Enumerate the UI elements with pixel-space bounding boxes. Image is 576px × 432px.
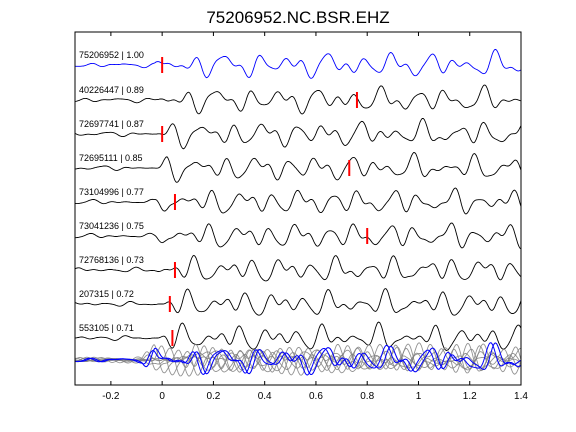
trace-waveform xyxy=(74,48,522,79)
trace-waveform xyxy=(74,321,522,351)
x-tick-label: 1 xyxy=(416,391,422,402)
trace-row: 75206952 | 1.00 xyxy=(74,48,522,79)
axes-frame xyxy=(74,31,522,386)
trace-waveform xyxy=(74,288,522,316)
stack-trace xyxy=(74,343,522,373)
trace-waveform xyxy=(74,152,522,183)
x-tick-label: 1.2 xyxy=(463,391,477,402)
trace-row: 207315 | 0.72 xyxy=(74,288,522,316)
trace-row: 73041236 | 0.75 xyxy=(75,221,522,250)
trace-label: 73104996 | 0.77 xyxy=(79,187,144,197)
trace-waveform xyxy=(74,187,522,215)
trace-row: 72695111 | 0.85 xyxy=(74,152,522,183)
x-axis: -0.2 0 0.2 0.4 0.6 0.8 1 1.2 1.4 xyxy=(102,32,528,402)
stack-trace xyxy=(75,342,522,376)
x-tick-label: 0.8 xyxy=(360,391,374,402)
trace-label: 72768136 | 0.73 xyxy=(79,255,144,265)
stack-reference-trace xyxy=(74,342,522,376)
trace-label: 73041236 | 0.75 xyxy=(79,221,144,231)
x-tick-label: 0.4 xyxy=(258,391,272,402)
chart-title: 75206952.NC.BSR.EHZ xyxy=(206,8,389,27)
trace-label: 72695111 | 0.85 xyxy=(79,153,143,163)
trace-row: 72697741 | 0.87 xyxy=(74,118,522,150)
x-tick-label: 0.2 xyxy=(206,391,220,402)
trace-waveform xyxy=(74,84,522,115)
x-tick-label: -0.2 xyxy=(102,391,120,402)
trace-row: 553105 | 0.71 xyxy=(74,321,522,351)
x-tick-label: 0.6 xyxy=(309,391,323,402)
trace-label: 75206952 | 1.00 xyxy=(79,50,144,60)
plot-area: 75206952 | 1.00 40226447 | 0.89 72697741 |… xyxy=(74,48,522,377)
trace-waveform xyxy=(74,118,522,150)
x-tick-label: 1.4 xyxy=(514,391,528,402)
trace-waveform xyxy=(75,222,522,250)
trace-waveform xyxy=(74,254,522,282)
trace-row: 73104996 | 0.77 xyxy=(74,187,522,215)
x-tick-label: 0 xyxy=(159,391,165,402)
trace-label: 553105 | 0.71 xyxy=(79,323,134,333)
trace-row: 72768136 | 0.73 xyxy=(74,254,522,282)
trace-label: 207315 | 0.72 xyxy=(79,289,134,299)
stack-reference-trace xyxy=(74,342,522,376)
trace-label: 72697741 | 0.87 xyxy=(79,119,144,129)
trace-label: 40226447 | 0.89 xyxy=(79,85,144,95)
stacked-overlay xyxy=(74,342,522,377)
trace-row: 40226447 | 0.89 xyxy=(74,84,522,115)
